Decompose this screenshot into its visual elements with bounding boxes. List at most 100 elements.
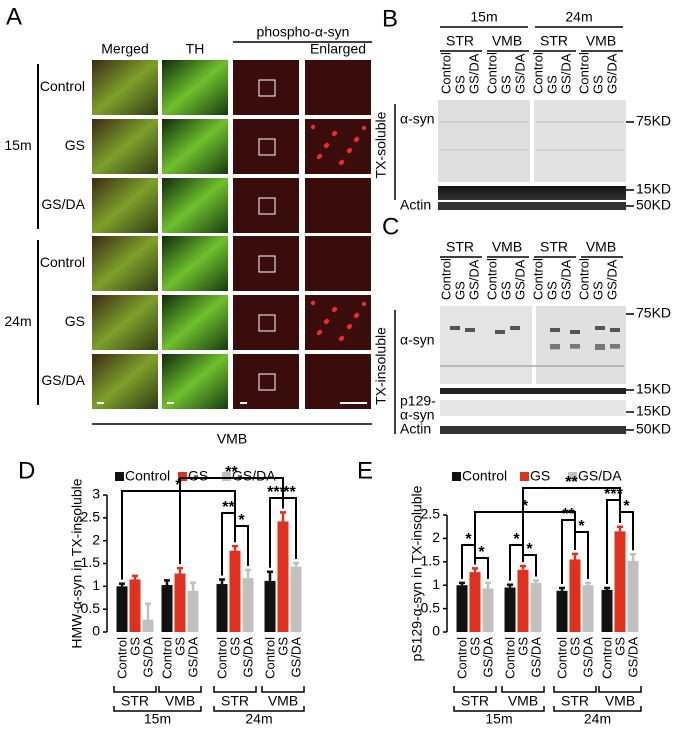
marker-label: 15KD	[636, 181, 671, 197]
y-axis-title: HMW-α-syn in TX-insoluble	[69, 478, 85, 648]
row-label: GS	[65, 313, 85, 329]
micrograph	[305, 236, 371, 291]
x-tick-label: Control	[114, 637, 129, 679]
blot	[440, 306, 532, 384]
category-bracket	[158, 686, 202, 693]
bar	[264, 580, 276, 632]
puncta	[323, 143, 329, 149]
x-category-label: STR	[121, 693, 149, 709]
y-tick-label: 1	[92, 577, 100, 593]
row-label: Control	[40, 78, 85, 94]
puncta	[361, 125, 367, 131]
x-category-label: STR	[561, 693, 589, 709]
x-tick-label: GS/DA	[528, 637, 543, 678]
row-label: GS	[65, 137, 85, 153]
blot-band	[570, 344, 580, 349]
significance-label: *	[175, 477, 182, 494]
x-category-label: VMB	[268, 693, 298, 709]
micrograph	[305, 295, 371, 350]
tissue-label: VMB	[492, 33, 522, 49]
age-label: 24m	[565, 9, 592, 25]
row-label: GS/DA	[41, 196, 85, 212]
puncta	[346, 148, 352, 154]
row-label: Control	[40, 254, 85, 270]
micrograph	[92, 60, 158, 115]
micrograph	[305, 119, 371, 174]
blot-band	[570, 330, 580, 334]
error-bar	[293, 561, 299, 567]
lane-label: Control	[484, 258, 499, 300]
lane-label: GS	[590, 75, 605, 94]
micrograph	[92, 178, 158, 233]
error-bar	[280, 511, 286, 522]
blot	[440, 400, 626, 416]
marker-label: 50KD	[636, 421, 671, 437]
x-category-label: VMB	[508, 693, 538, 709]
y-tick-label: 0	[432, 623, 440, 639]
x-tick-label: GS/DA	[580, 637, 595, 678]
tissue-label: VMB	[586, 33, 616, 49]
bar	[556, 590, 568, 632]
puncta	[310, 300, 316, 306]
panel-label: B	[382, 5, 398, 32]
row-label: p129-	[400, 393, 436, 409]
x-category-label: STR	[461, 693, 489, 709]
micrograph	[162, 236, 228, 291]
blot-band	[610, 344, 620, 349]
y-tick-label: 2.5	[81, 509, 101, 525]
x-tick-label: GS/DA	[480, 637, 495, 678]
bar	[229, 550, 241, 632]
lane-label: GS/DA	[604, 259, 619, 300]
x-group-label: 15m	[485, 711, 512, 727]
blot	[534, 100, 626, 182]
tissue-label: VMB	[586, 239, 616, 255]
x-tick-label: GS	[227, 637, 242, 656]
significance-label: *	[238, 512, 245, 529]
significance-bracket	[179, 477, 284, 565]
micrograph	[233, 60, 299, 115]
error-bar	[472, 567, 478, 573]
group-bracket	[553, 706, 642, 712]
significance-label: *	[526, 541, 533, 558]
significance-bracket	[522, 487, 621, 563]
significance-bracket	[282, 497, 297, 560]
y-tick-label: 2.5	[421, 506, 441, 522]
error-bar	[604, 586, 610, 590]
age-label: 15m	[470, 9, 497, 25]
bar	[517, 569, 529, 632]
x-category-label: VMB	[165, 693, 195, 709]
marker-label: 75KD	[636, 305, 671, 321]
micrograph	[305, 178, 371, 233]
legend-label: GS/DA	[232, 468, 276, 484]
marker-label: 75KD	[636, 113, 671, 129]
x-tick-label: Control	[599, 637, 614, 679]
column-header: Enlarged	[310, 41, 366, 57]
lane-label: GS	[544, 281, 559, 300]
puncta	[338, 336, 344, 342]
column-header: phospho-α-syn	[257, 24, 350, 40]
category-bracket	[261, 686, 305, 693]
group-bracket	[213, 706, 305, 712]
bar	[504, 587, 516, 632]
x-tick-label: GS/DA	[288, 637, 303, 678]
bar	[614, 531, 626, 632]
x-tick-label: GS	[172, 637, 187, 656]
bar	[290, 566, 302, 632]
x-tick-label: Control	[454, 637, 469, 679]
bar	[142, 619, 154, 632]
blot-band	[550, 344, 560, 350]
x-tick-label: GS	[467, 637, 482, 656]
y-tick-label: 2	[432, 529, 440, 545]
significance-label: *	[623, 498, 630, 515]
legend-swatch	[115, 472, 124, 481]
region-label: VMB	[217, 431, 247, 447]
x-tick-label: Control	[262, 637, 277, 679]
x-tick-label: GS/DA	[140, 637, 155, 678]
micrograph	[233, 178, 299, 233]
legend-swatch	[568, 472, 577, 481]
column-header: TH	[186, 41, 205, 57]
significance-label: **	[565, 474, 578, 491]
x-tick-label: Control	[214, 637, 229, 679]
y-tick-label: 1.5	[421, 553, 441, 569]
